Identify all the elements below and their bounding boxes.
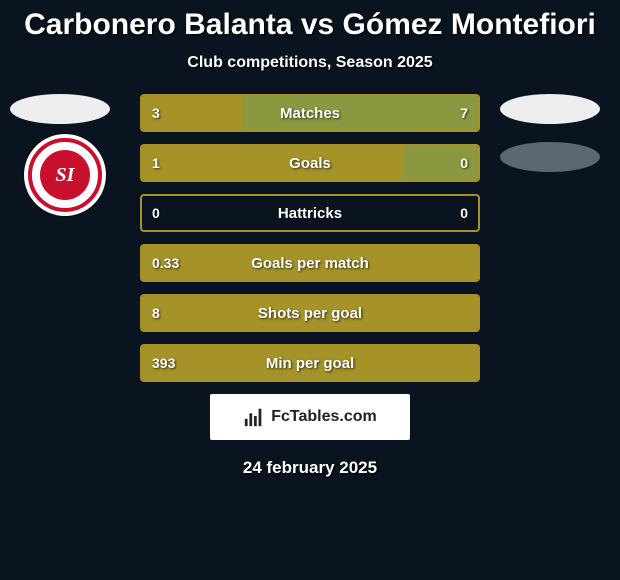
- stat-label: Goals: [142, 146, 478, 180]
- page-title: Carbonero Balanta vs Gómez Montefiori: [0, 0, 620, 42]
- left-player-column: SI: [10, 94, 120, 226]
- stat-label: Matches: [142, 96, 478, 130]
- comparison-content: SI 37Matches 10Goals 00Hattricks 0.33Goals …: [0, 94, 620, 382]
- branding-text: FcTables.com: [271, 408, 377, 426]
- bar-chart-icon: [243, 406, 265, 428]
- player-left-avatar-placeholder: [10, 94, 110, 124]
- stat-row: 00Hattricks: [140, 194, 480, 232]
- player-left-club-badge: SI: [24, 134, 106, 216]
- stat-label: Shots per goal: [142, 296, 478, 330]
- player-right-club-placeholder: [500, 142, 600, 172]
- club-badge-monogram: SI: [40, 150, 90, 200]
- stat-row: 10Goals: [140, 144, 480, 182]
- stat-row: 0.33Goals per match: [140, 244, 480, 282]
- page-subtitle: Club competitions, Season 2025: [0, 54, 620, 72]
- stat-bars-container: 37Matches 10Goals 00Hattricks 0.33Goals per…: [140, 94, 480, 382]
- stat-label: Goals per match: [142, 246, 478, 280]
- stat-row: 8Shots per goal: [140, 294, 480, 332]
- stat-label: Hattricks: [142, 196, 478, 230]
- stat-row: 393Min per goal: [140, 344, 480, 382]
- branding-badge: FcTables.com: [210, 394, 410, 440]
- date-text: 24 february 2025: [0, 458, 620, 478]
- stat-row: 37Matches: [140, 94, 480, 132]
- stat-label: Min per goal: [142, 346, 478, 380]
- player-right-avatar-placeholder: [500, 94, 600, 124]
- right-player-column: [500, 94, 610, 172]
